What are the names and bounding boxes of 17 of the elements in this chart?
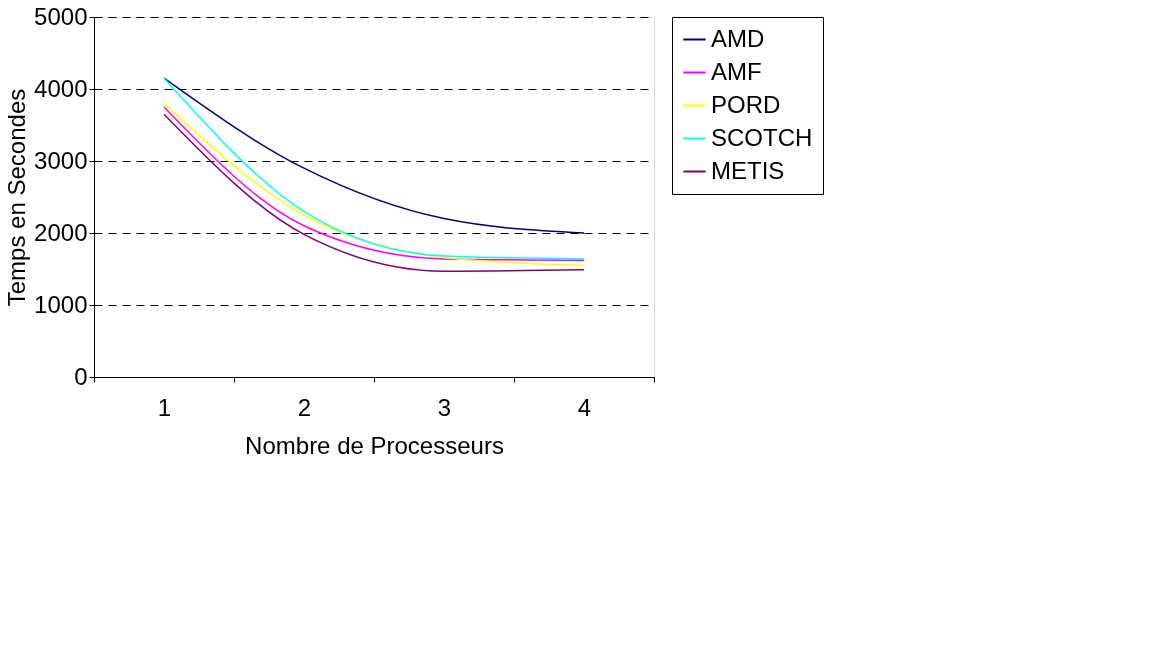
x-tick-label: 1 xyxy=(157,393,172,421)
y-tick-label: 3000 xyxy=(34,146,88,174)
y-tick-label: 2000 xyxy=(34,218,88,246)
x-tick-label: 2 xyxy=(297,393,312,421)
x-tick-label: 3 xyxy=(437,393,452,421)
y-tick-label: 4000 xyxy=(34,74,88,102)
legend-label: PORD xyxy=(711,90,781,118)
legend-label: AMF xyxy=(711,57,762,85)
y-tick-label: 5000 xyxy=(34,2,88,30)
legend-label: SCOTCH xyxy=(711,123,813,151)
x-axis-title: Nombre de Processeurs xyxy=(245,431,504,459)
x-tick-label: 4 xyxy=(577,393,592,421)
y-tick-label: 0 xyxy=(74,362,88,390)
y-tick-label: 1000 xyxy=(34,290,88,318)
y-axis-title: Temps en Secondes xyxy=(3,88,31,307)
legend-label: AMD xyxy=(711,24,765,52)
legend-label: METIS xyxy=(711,156,785,184)
